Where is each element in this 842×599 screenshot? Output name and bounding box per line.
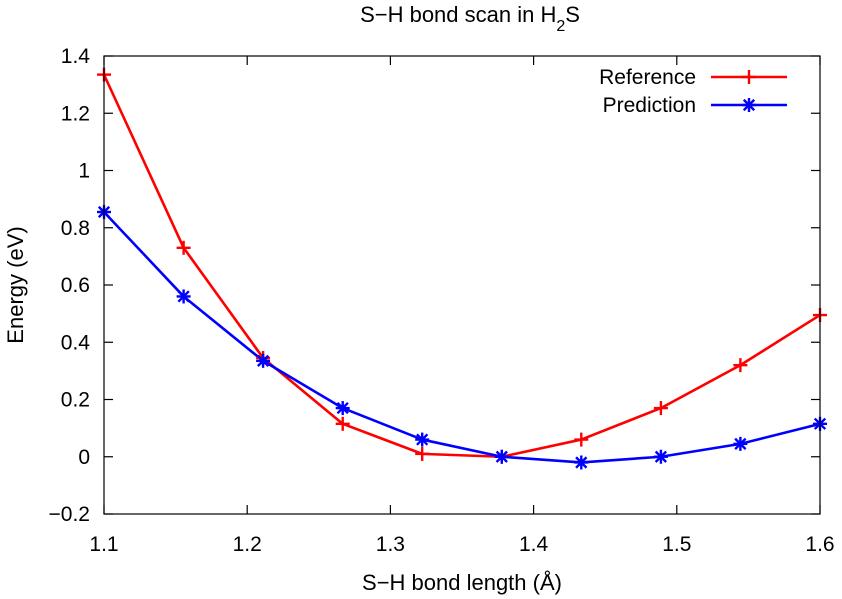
reference-data-point: [415, 446, 430, 461]
prediction-data-point: [415, 432, 430, 447]
legend-item-prediction: Prediction: [603, 94, 787, 117]
legend-label-prediction: Prediction: [603, 94, 696, 117]
chart-title: S−H bond scan in H2S: [360, 2, 580, 35]
axis-ticks: 1.1 1.2 1.3 1.4 1.5 1.6 −0.2 0 0.2 0.4 0.6 0.8 1 1.2 1…: [49, 45, 835, 556]
y-tick-label: 0: [78, 446, 90, 469]
y-tick-label: 0.8: [61, 217, 90, 240]
prediction-data-point: [176, 289, 191, 304]
reference-series-line: [102, 74, 821, 459]
x-tick-label: 1.3: [376, 533, 405, 556]
y-tick-label: 0.6: [61, 274, 90, 297]
prediction-data-point-stroke: [495, 450, 508, 463]
prediction-data-point-stroke: [256, 354, 270, 367]
x-tick-label: 1.1: [89, 533, 118, 556]
legend: Reference Prediction: [599, 66, 787, 117]
series-markers: [97, 67, 827, 470]
x-tick-label: 1.6: [805, 533, 834, 556]
prediction-data-point: [653, 449, 668, 464]
prediction-data-point-stroke: [177, 290, 190, 303]
legend-marker-reference: [742, 70, 756, 84]
y-tick-label: 1: [78, 160, 90, 183]
y-tick-label: 1.2: [61, 102, 90, 125]
legend-label-reference: Reference: [599, 66, 696, 89]
y-axis-label: Energy (eV): [3, 226, 28, 343]
x-tick-label: 1.5: [662, 533, 691, 556]
prediction-data-point-stroke: [575, 456, 588, 469]
prediction-data-point: [574, 455, 589, 470]
reference-data-point: [176, 240, 191, 255]
prediction-data-point: [733, 436, 748, 451]
prediction-data-point: [335, 401, 350, 416]
y-tick-label: −0.2: [49, 503, 90, 526]
x-axis-label: S−H bond length (Å): [362, 570, 562, 595]
prediction-data-point-stroke: [336, 401, 349, 415]
x-tick-label: 1.4: [519, 533, 549, 556]
reference-data-point: [733, 358, 748, 373]
chart-title-subscript: 2: [556, 18, 565, 35]
legend-marker-prediction-stroke: [742, 98, 756, 112]
prediction-data-point: [494, 449, 509, 464]
plot-frame: [103, 55, 821, 515]
chart-title-main: S−H bond scan in H: [360, 2, 556, 27]
reference-data-point: [653, 401, 668, 416]
prediction-series-line: [103, 211, 821, 464]
prediction-data-point-stroke: [734, 437, 747, 450]
reference-data-point: [574, 432, 589, 447]
y-tick-label: 1.4: [61, 45, 91, 68]
reference-data-point: [335, 416, 350, 431]
series-lines: [102, 74, 821, 464]
y-tick-label: 0.4: [61, 331, 91, 354]
chart-title-tail: S: [565, 2, 580, 27]
x-tick-label: 1.2: [233, 533, 262, 556]
prediction-data-point-stroke: [416, 433, 429, 446]
prediction-data-point: [256, 353, 271, 368]
y-tick-label: 0.2: [61, 389, 90, 412]
legend-marker-prediction: [742, 98, 756, 112]
legend-item-reference: Reference: [599, 66, 787, 89]
prediction-data-point-stroke: [654, 450, 668, 463]
